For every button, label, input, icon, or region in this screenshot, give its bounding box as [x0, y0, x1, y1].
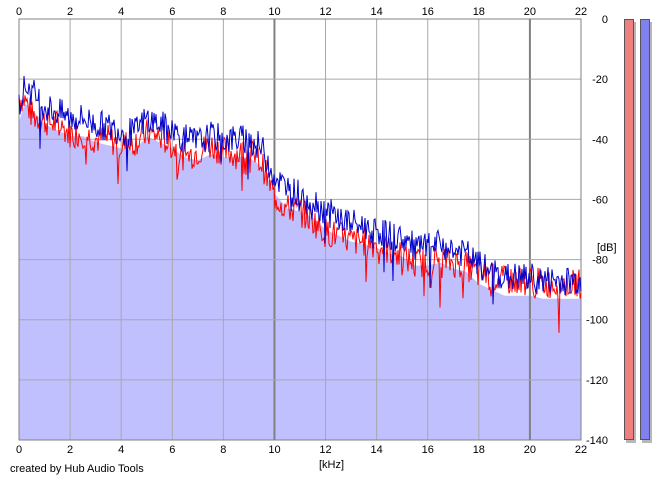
y-tick-label: -100 [586, 315, 608, 327]
x-tick-label-bottom: 18 [473, 444, 485, 456]
x-tick-label-top: 18 [473, 6, 485, 18]
x-tick-label-top: 20 [524, 6, 536, 18]
y-tick-label: -20 [592, 74, 608, 86]
grid [18, 18, 582, 441]
left-channel-level-meter [624, 19, 634, 440]
x-axis-label: [kHz] [319, 459, 344, 471]
x-tick-label-bottom: 4 [118, 444, 124, 456]
x-tick-label-top: 12 [319, 6, 331, 18]
y-tick-label: -120 [586, 375, 608, 387]
x-tick-label-top: 6 [169, 6, 175, 18]
x-tick-label-bottom: 14 [371, 444, 383, 456]
x-tick-label-top: 0 [16, 6, 22, 18]
x-tick-label-bottom: 12 [319, 444, 331, 456]
x-tick-label-top: 10 [268, 6, 280, 18]
y-tick-label: 0 [602, 14, 608, 26]
plot-frame [18, 18, 582, 441]
x-tick-label-bottom: 22 [575, 444, 587, 456]
right-channel-level-meter [640, 19, 650, 440]
credit-text: created by Hub Audio Tools [10, 463, 144, 475]
x-tick-label-top: 8 [220, 6, 226, 18]
y-tick-label: -60 [592, 194, 608, 206]
tick-labels: 002244668810101212141416161818202022220-… [16, 6, 608, 456]
x-tick-label-top: 2 [67, 6, 73, 18]
x-tick-label-bottom: 0 [16, 444, 22, 456]
y-tick-label: -80 [592, 255, 608, 267]
x-tick-label-top: 4 [118, 6, 124, 18]
series-line-red [18, 95, 582, 333]
series-lines [18, 75, 582, 333]
y-tick-label: -40 [592, 134, 608, 146]
x-tick-label-bottom: 2 [67, 444, 73, 456]
x-tick-label-top: 22 [575, 6, 587, 18]
series-line-blue [18, 75, 582, 305]
x-tick-label-bottom: 20 [524, 444, 536, 456]
spectrum-fill [19, 104, 581, 441]
x-tick-label-bottom: 6 [169, 444, 175, 456]
x-tick-label-top: 16 [422, 6, 434, 18]
spectrum-area [19, 104, 581, 441]
x-tick-label-bottom: 8 [220, 444, 226, 456]
x-tick-label-bottom: 10 [268, 444, 280, 456]
y-tick-label: -140 [586, 435, 608, 447]
y-axis-label: [dB] [597, 242, 617, 254]
x-tick-label-top: 14 [371, 6, 383, 18]
x-tick-label-bottom: 16 [422, 444, 434, 456]
